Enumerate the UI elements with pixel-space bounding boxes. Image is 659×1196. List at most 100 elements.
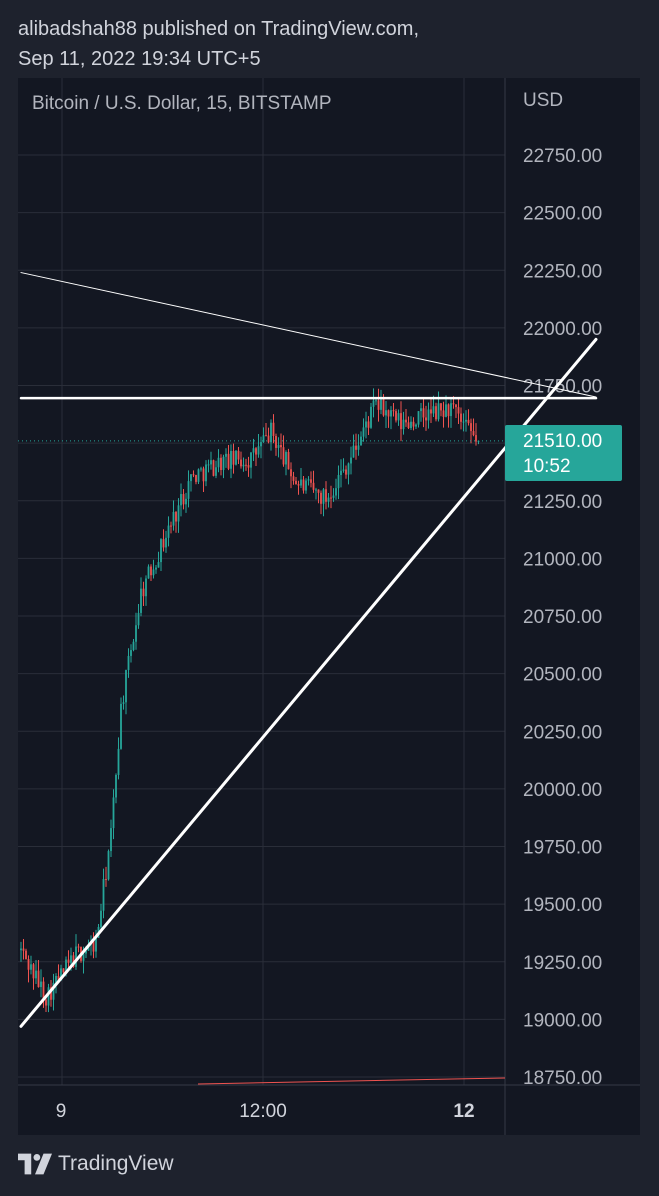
candle-up	[242, 464, 245, 467]
candle-up	[185, 498, 187, 505]
candle-up	[420, 408, 422, 412]
candle-down	[267, 435, 270, 443]
candle-up	[340, 470, 342, 476]
candle-down	[72, 955, 75, 967]
candle-up	[342, 469, 345, 471]
y-tick-label: 21750.00	[523, 377, 602, 398]
candle-down	[467, 419, 470, 424]
candle-up	[352, 445, 355, 458]
candle-down	[422, 408, 425, 418]
candle-up	[190, 474, 192, 482]
candle-down	[195, 475, 197, 482]
candle-down	[435, 406, 437, 420]
publish-info: alibadshah88 published on TradingView.co…	[18, 14, 419, 74]
candle-up	[145, 578, 147, 597]
candle-up	[140, 588, 142, 613]
candle-down	[105, 879, 107, 881]
candle-up	[20, 948, 22, 951]
candle-down	[407, 422, 410, 429]
publisher-line: alibadshah88 published on TradingView.co…	[18, 18, 420, 40]
x-tick-label: 12:00	[239, 1101, 287, 1122]
candle-down	[192, 474, 195, 476]
candle-up	[462, 421, 465, 423]
candle-down	[392, 410, 395, 412]
candle-up	[285, 452, 287, 465]
candle-up	[107, 851, 110, 880]
candle-down	[27, 959, 30, 970]
candle-up	[95, 937, 97, 952]
publish-date-line: Sep 11, 2022 19:34 UTC+5	[18, 48, 261, 70]
candle-up	[82, 953, 85, 961]
candle-up	[410, 421, 412, 429]
candle-up	[277, 445, 280, 448]
candle-up	[30, 964, 32, 970]
candle-up	[300, 479, 302, 486]
candle-up	[100, 910, 102, 927]
footer-brand[interactable]: TradingView	[18, 1152, 174, 1176]
candle-down	[32, 964, 35, 979]
candle-up	[305, 480, 307, 491]
candle-down	[237, 450, 240, 460]
candle-up	[307, 479, 310, 481]
candle-up	[260, 442, 262, 447]
candle-up	[250, 452, 252, 468]
candle-down	[312, 482, 315, 490]
candle-down	[425, 417, 427, 421]
candle-up	[127, 655, 130, 671]
candle-down	[247, 465, 250, 468]
candle-up	[437, 403, 440, 420]
candle-down	[25, 950, 27, 960]
candle-up	[465, 419, 467, 422]
brand-name: TradingView	[58, 1152, 174, 1175]
candle-down	[457, 407, 460, 414]
candle-down	[212, 460, 215, 476]
candle-up	[115, 774, 117, 798]
candle-down	[45, 999, 47, 1006]
candle-up	[417, 411, 420, 425]
candle-down	[275, 435, 277, 448]
candle-up	[397, 413, 400, 421]
candle-down	[367, 421, 370, 428]
candle-up	[85, 950, 87, 954]
price-chart[interactable]: 22750.00 22500.00 22250.00 22000.00 21750.00…	[18, 78, 640, 1135]
candle-up	[70, 955, 72, 963]
candle-down	[42, 981, 45, 1000]
candle-up	[222, 456, 225, 470]
candle-down	[330, 497, 332, 499]
candle-up	[172, 511, 175, 526]
candle-down	[92, 940, 95, 952]
candle-up	[225, 453, 227, 457]
candle-up	[362, 427, 365, 437]
candle-down	[452, 403, 455, 405]
y-tick-label: 20500.00	[523, 665, 602, 686]
chart-background	[18, 78, 640, 1135]
candle-down	[317, 489, 320, 493]
y-tick-label: 18750.00	[523, 1068, 602, 1089]
candle-down	[50, 987, 52, 1000]
candle-down	[455, 404, 457, 408]
y-tick-label: 19000.00	[523, 1010, 602, 1031]
candle-up	[415, 424, 417, 427]
candle-down	[287, 452, 290, 470]
candle-down	[302, 479, 305, 491]
candle-down	[255, 448, 257, 455]
candle-up	[332, 495, 335, 498]
candle-down	[67, 959, 70, 963]
candle-up	[432, 406, 435, 414]
y-tick-label: 19250.00	[523, 953, 602, 974]
candle-down	[412, 421, 415, 427]
candle-down	[245, 464, 247, 466]
candle-down	[175, 511, 177, 522]
candle-up	[147, 566, 150, 579]
y-tick-label: 19750.00	[523, 838, 602, 859]
candle-down	[297, 484, 300, 486]
candle-up	[40, 981, 42, 988]
candle-up	[262, 435, 265, 443]
x-tick-label: 12	[453, 1101, 474, 1122]
candle-down	[382, 398, 385, 416]
candle-down	[325, 489, 327, 502]
y-tick-label: 19500.00	[523, 895, 602, 916]
candle-down	[345, 469, 347, 475]
candle-up	[335, 488, 337, 496]
ascending-trendline	[19, 337, 598, 1028]
